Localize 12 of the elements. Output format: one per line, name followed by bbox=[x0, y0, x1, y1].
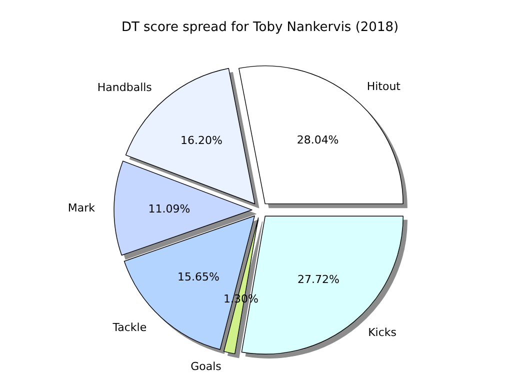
slice-label: Goals bbox=[190, 360, 222, 373]
slice-label: Hitout bbox=[366, 80, 402, 94]
data-label: 16.20% bbox=[180, 134, 222, 148]
data-label: 28.04% bbox=[296, 133, 339, 146]
data-label: 27.72% bbox=[298, 272, 340, 286]
slice-label: Mark bbox=[68, 201, 96, 214]
slice-label: Kicks bbox=[368, 326, 397, 339]
chart-title: DT score spread for Toby Nankervis (2018) bbox=[121, 20, 399, 35]
slice-label: Tackle bbox=[112, 321, 147, 334]
data-label: 15.65% bbox=[178, 270, 220, 284]
data-label: 11.09% bbox=[148, 202, 190, 216]
slice-label: Handballs bbox=[97, 81, 152, 94]
